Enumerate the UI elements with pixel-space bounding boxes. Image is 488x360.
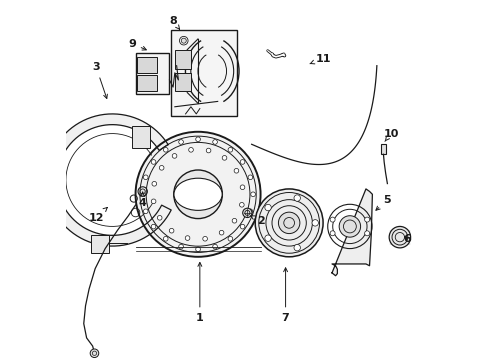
Text: 11: 11 [309, 54, 330, 64]
Circle shape [234, 168, 238, 173]
Circle shape [293, 195, 300, 201]
Circle shape [293, 244, 300, 251]
Ellipse shape [135, 132, 260, 257]
Circle shape [329, 217, 334, 222]
Circle shape [240, 224, 244, 229]
Circle shape [195, 247, 200, 252]
Circle shape [364, 217, 369, 222]
Circle shape [141, 192, 145, 197]
Circle shape [242, 208, 251, 217]
Circle shape [172, 154, 177, 158]
Circle shape [212, 140, 217, 144]
Circle shape [159, 166, 163, 170]
Circle shape [329, 231, 334, 236]
Circle shape [169, 228, 174, 233]
Circle shape [206, 148, 210, 153]
Text: 7: 7 [281, 268, 289, 323]
Bar [175, 73, 190, 91]
Bar [171, 30, 237, 116]
Circle shape [152, 181, 156, 186]
Circle shape [311, 220, 318, 226]
Circle shape [222, 156, 226, 160]
Circle shape [163, 148, 168, 152]
Circle shape [212, 244, 217, 249]
Circle shape [239, 202, 244, 207]
Polygon shape [331, 189, 372, 276]
Text: 3: 3 [92, 63, 107, 99]
Circle shape [157, 216, 162, 220]
Circle shape [163, 237, 168, 241]
Text: 6: 6 [402, 234, 410, 244]
Text: 10: 10 [383, 129, 398, 141]
Circle shape [188, 148, 193, 152]
Text: 5: 5 [375, 195, 390, 210]
Text: 2: 2 [250, 216, 264, 226]
Circle shape [90, 349, 99, 357]
Circle shape [181, 38, 186, 43]
Polygon shape [46, 114, 171, 246]
Circle shape [339, 216, 360, 237]
Bar [132, 126, 149, 148]
Circle shape [227, 237, 232, 241]
Circle shape [203, 237, 207, 241]
Circle shape [232, 219, 236, 223]
Circle shape [264, 204, 271, 211]
Circle shape [143, 175, 148, 180]
Circle shape [240, 185, 244, 190]
Circle shape [173, 170, 222, 219]
Ellipse shape [174, 178, 222, 210]
Bar [91, 235, 108, 253]
Text: 12: 12 [88, 207, 107, 222]
Circle shape [185, 236, 189, 240]
Circle shape [151, 199, 156, 204]
Circle shape [388, 226, 410, 248]
Text: 1: 1 [196, 262, 203, 323]
Circle shape [195, 137, 200, 141]
Bar [137, 75, 157, 91]
Circle shape [278, 212, 299, 234]
Circle shape [179, 140, 183, 144]
Circle shape [219, 230, 224, 235]
Circle shape [151, 159, 156, 164]
Circle shape [255, 189, 323, 257]
Circle shape [179, 244, 183, 249]
Text: 4: 4 [139, 192, 146, 208]
Text: 9: 9 [128, 39, 146, 50]
Circle shape [264, 235, 271, 242]
Bar [137, 57, 157, 73]
Bar [381, 144, 385, 154]
Circle shape [250, 192, 255, 197]
Circle shape [151, 224, 156, 229]
Circle shape [143, 209, 148, 213]
Circle shape [364, 231, 369, 236]
Circle shape [227, 148, 232, 152]
Bar [175, 50, 190, 69]
Circle shape [140, 189, 145, 194]
Text: 8: 8 [169, 16, 179, 29]
Circle shape [247, 209, 252, 213]
Bar [135, 53, 169, 94]
Circle shape [247, 175, 252, 180]
Circle shape [240, 159, 244, 164]
